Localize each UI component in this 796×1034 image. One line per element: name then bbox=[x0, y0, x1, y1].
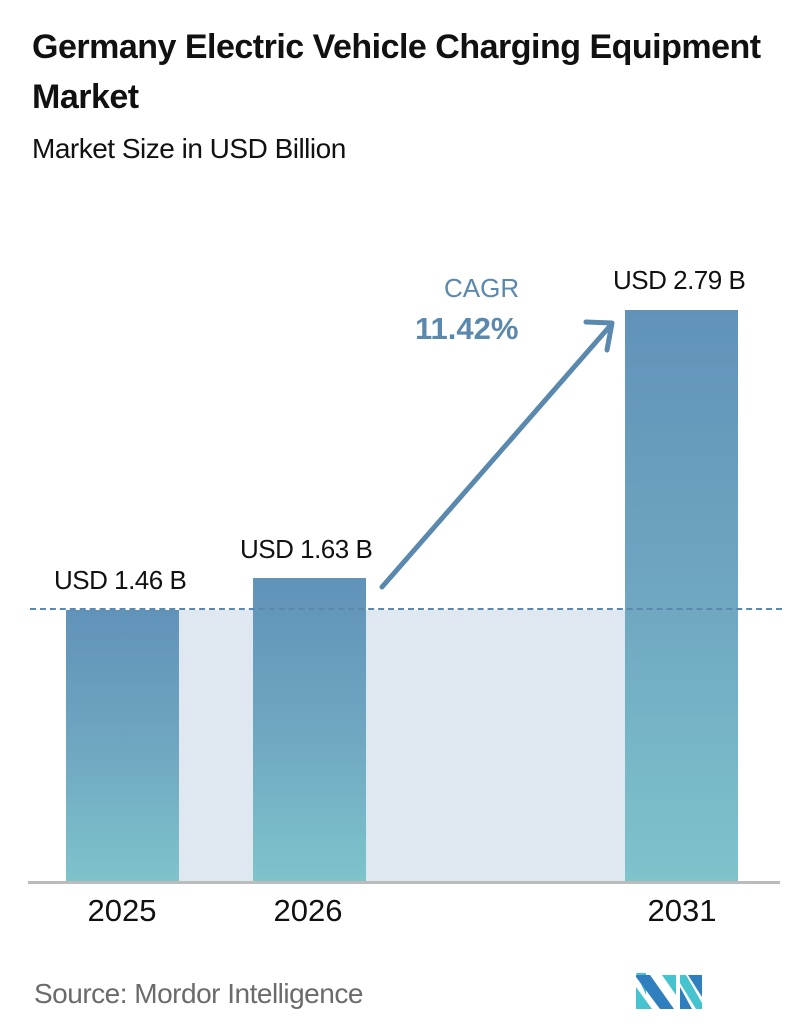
bar-2026 bbox=[253, 578, 366, 882]
bar-label-2031: USD 2.79 B bbox=[613, 265, 746, 295]
bar-2025 bbox=[66, 610, 179, 882]
source-text: Source: Mordor Intelligence bbox=[34, 978, 363, 1009]
chart-subtitle: Market Size in USD Billion bbox=[32, 133, 346, 164]
bar-2031 bbox=[625, 310, 738, 882]
bar-label-2025: USD 1.46 B bbox=[54, 565, 187, 595]
x-tick-2026: 2026 bbox=[273, 893, 343, 928]
cagr-value: 11.42% bbox=[415, 311, 519, 346]
cagr-label: CAGR bbox=[444, 273, 520, 303]
reference-dashed-line bbox=[30, 608, 782, 610]
chart-title: Germany Electric Vehicle Charging Equipm… bbox=[32, 28, 761, 116]
x-tick-2025: 2025 bbox=[87, 893, 157, 928]
x-axis-line bbox=[28, 881, 780, 884]
bar-label-2026: USD 1.63 B bbox=[240, 534, 373, 564]
x-tick-2031: 2031 bbox=[647, 893, 717, 928]
mordor-intelligence-logo-icon bbox=[636, 973, 702, 1009]
